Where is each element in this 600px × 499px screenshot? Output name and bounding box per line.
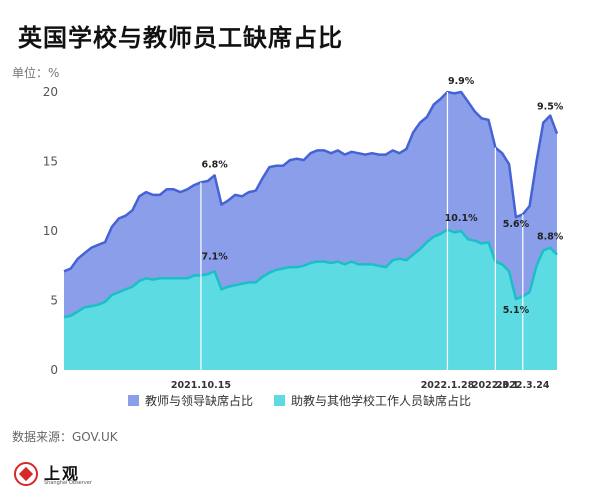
data-label: 10.1% — [445, 213, 478, 224]
x-tick-label: 2022.3.24 — [496, 380, 550, 391]
legend-item-support: 助教与其他学校工作人员缺席占比 — [274, 391, 471, 409]
data-label: 9.5% — [537, 102, 564, 113]
series-line-teachers — [63, 90, 559, 273]
y-tick-label: 15 — [43, 155, 58, 169]
brand-logo: 上观 Shanghai Observer — [14, 460, 94, 492]
legend-swatch-teachers — [128, 394, 139, 406]
y-tick-label: 20 — [43, 85, 58, 99]
data-label: 9.9% — [448, 76, 475, 87]
x-tick-label: 2021.10.15 — [171, 380, 231, 391]
area-support — [64, 229, 557, 370]
data-label: 8.8% — [537, 232, 564, 243]
data-label: 7.1% — [201, 251, 228, 262]
series-line-support — [63, 228, 558, 319]
legend-label-teachers: 教师与领导缺席占比 — [145, 393, 254, 408]
legend: 教师与领导缺席占比 助教与其他学校工作人员缺席占比 — [128, 391, 548, 409]
x-tick-label: 2022.3.1 — [472, 380, 519, 391]
legend-label-support: 助教与其他学校工作人员缺席占比 — [291, 393, 472, 408]
data-label: 5.1% — [503, 305, 530, 316]
chart-title: 英国学校与教师员工缺席占比 — [18, 24, 343, 52]
source-note: 数据来源：GOV.UK — [12, 430, 118, 444]
legend-item-teachers: 教师与领导缺席占比 — [128, 391, 253, 409]
logo-icon — [14, 462, 38, 486]
y-tick-label: 10 — [43, 224, 58, 238]
y-tick-label: 0 — [50, 363, 58, 377]
data-label: 6.8% — [201, 159, 228, 170]
logo-subtext: Shanghai Observer — [44, 480, 92, 486]
legend-swatch-support — [274, 394, 285, 406]
unit-label: 单位：% — [12, 66, 60, 80]
y-tick-label: 5 — [50, 294, 58, 308]
data-label: 5.6% — [503, 219, 530, 230]
logo-text: 上观 — [44, 464, 81, 483]
x-tick-label: 2022.1.28 — [421, 380, 475, 391]
